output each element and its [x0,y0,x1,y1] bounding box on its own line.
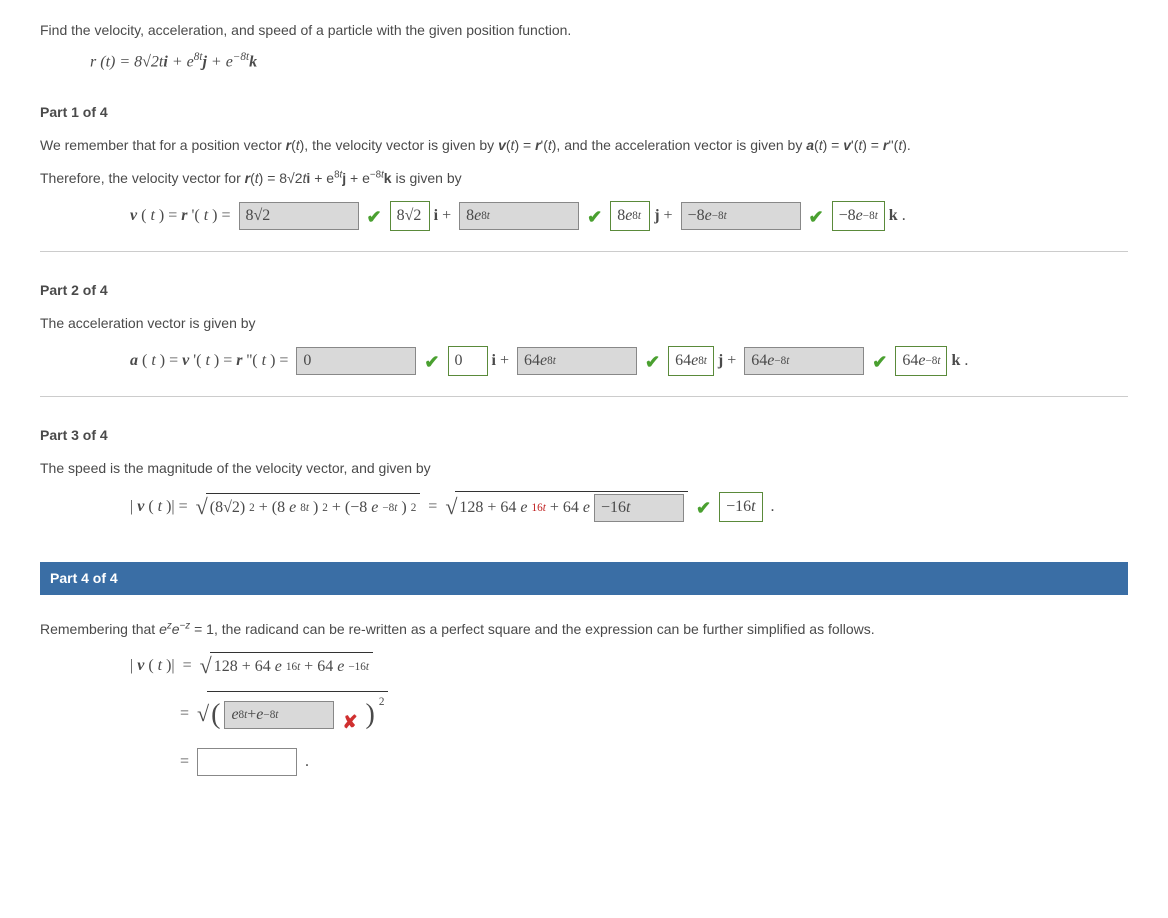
p1-blank1[interactable]: 8√2 [239,202,359,230]
divider [40,396,1128,397]
p3-blank[interactable]: −16t [594,494,684,522]
part2-header: Part 2 of 4 [40,280,1128,301]
p1-rt: r [286,137,291,153]
part4-text: Remembering that eze−z = 1, the radicand… [40,619,1128,640]
part2-text: The acceleration vector is given by [40,313,1128,334]
check-icon: ✔ [587,204,602,231]
check-icon: ✔ [645,349,660,376]
p1-confirm1: 8√2 [390,201,430,231]
cross-icon: ✘ [342,709,357,736]
p2-confirm3: 64e−8t [895,346,947,376]
p4-tb: the radicand can be re-written as a perf… [222,621,875,637]
p1-blank3[interactable]: −8e−8t [681,202,801,230]
question-prompt: Find the velocity, acceleration, and spe… [40,20,1128,41]
p4-line2: = √ ( e8t + e−8t ✘ )2 [180,691,1128,736]
p4-sqrt2: √ ( e8t + e−8t ✘ )2 [197,691,388,736]
p2-blank2[interactable]: 64e8t [517,347,637,375]
p3-confirm: −16t [719,492,762,522]
p4-line3: = . [180,748,1128,776]
position-function: r (t) = 8√2ti + e8tj + e−8tk [90,49,1128,74]
p2-confirm1: 0 [448,346,488,376]
p4-line1: |v(t)| = √ 128 + 64e16t + 64e−16t [130,652,1128,679]
check-icon: ✔ [872,349,887,376]
sqrt2: √ 128 + 64e16t + 64e −16t [445,491,688,522]
p4-sqrt1: √ 128 + 64e16t + 64e−16t [200,652,373,679]
check-icon: ✔ [424,349,439,376]
p1-tc: and the acceleration vector is given by [564,137,806,153]
check-icon: ✔ [696,495,711,522]
check-icon: ✔ [367,204,382,231]
divider [40,251,1128,252]
p1-t2b: is given by [395,170,461,186]
p1-confirm2: 8e8t [610,201,650,231]
part1-equation: v(t) = r'(t) = 8√2 ✔ 8√2 i + 8e8t ✔ 8e8t… [130,201,1128,231]
part2-equation: a(t) = v'(t) = r''(t) = 0 ✔ 0 i + 64e8t … [130,346,1128,376]
part3-text: The speed is the magnitude of the veloci… [40,458,1128,479]
p1-confirm3: −8e−8t [832,201,885,231]
sqrt1: √ (8√2)2 + (8e8t)2 + (−8e−8t)2 [196,493,421,520]
p4-blank2[interactable] [197,748,297,776]
p1-tb: the velocity vector is given by [312,137,498,153]
p2-blank1[interactable]: 0 [296,347,416,375]
p1-t2a: Therefore, the velocity vector for [40,170,245,186]
part1-header: Part 1 of 4 [40,102,1128,123]
p1-blank2[interactable]: 8e8t [459,202,579,230]
part1-text2: Therefore, the velocity vector for r(t) … [40,168,1128,189]
part3-equation: |v(t)| = √ (8√2)2 + (8e8t)2 + (−8e−8t)2 … [130,491,1128,522]
p2-blank3[interactable]: 64e−8t [744,347,864,375]
p2-confirm2: 64e8t [668,346,714,376]
check-icon: ✔ [809,204,824,231]
part1-text: We remember that for a position vector r… [40,135,1128,156]
p4-ta: Remembering that [40,621,159,637]
p1-ta: We remember that for a position vector [40,137,286,153]
p4-blank1[interactable]: e8t + e−8t [224,701,334,729]
part3-header: Part 3 of 4 [40,425,1128,446]
part4-header: Part 4 of 4 [40,562,1128,595]
